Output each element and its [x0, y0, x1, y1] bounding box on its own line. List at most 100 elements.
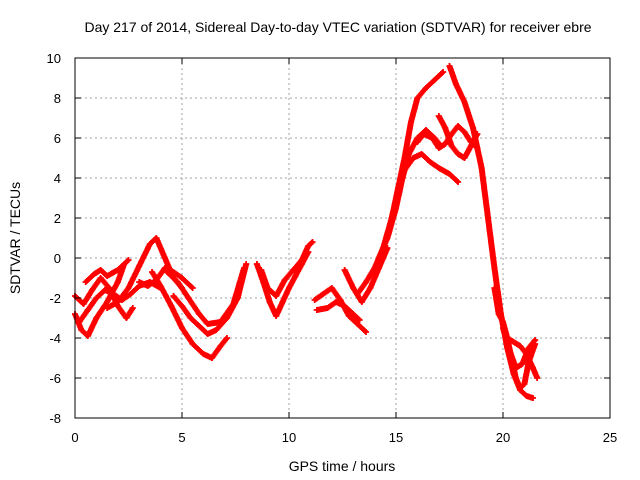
chart-title: Day 217 of 2014, Sidereal Day-to-day VTE…: [84, 19, 591, 35]
data-point: [298, 257, 305, 263]
data-point: [223, 335, 230, 341]
data-point: [266, 299, 273, 305]
data-points: [72, 63, 541, 401]
data-point: [504, 335, 511, 341]
data-point: [422, 85, 429, 91]
data-point: [114, 267, 121, 273]
data-point: [534, 375, 541, 381]
data-point: [174, 279, 181, 285]
data-point: [375, 255, 382, 261]
data-point: [157, 283, 164, 289]
data-point: [97, 275, 104, 281]
data-point: [388, 215, 395, 221]
data-point: [125, 285, 132, 291]
data-point: [286, 285, 292, 291]
data-point: [281, 277, 288, 283]
data-point: [461, 99, 468, 105]
data-point: [523, 393, 530, 399]
data-point: [422, 127, 429, 133]
data-point: [440, 69, 447, 75]
data-point: [517, 343, 524, 349]
series-arc-r: [414, 123, 481, 151]
data-point: [500, 325, 506, 331]
data-point: [78, 327, 85, 333]
data-point: [455, 123, 462, 129]
data-point: [446, 63, 453, 69]
data-point: [196, 311, 203, 317]
data-point: [114, 279, 121, 285]
y-axis-title: SDTVAR / TECUs: [7, 182, 23, 294]
data-point: [341, 267, 348, 273]
x-tick-label: 15: [389, 430, 403, 445]
x-tick-label: 25: [603, 430, 617, 445]
data-point: [168, 303, 175, 309]
data-point: [204, 331, 211, 337]
data-point: [461, 129, 468, 135]
data-point: [104, 305, 111, 311]
data-point: [414, 95, 421, 101]
series-arc-d: [82, 257, 132, 285]
x-tick-label: 10: [282, 430, 296, 445]
y-tick-label: 2: [54, 211, 61, 226]
data-point: [532, 337, 539, 343]
data-point: [363, 329, 370, 335]
axis-ticks: 0 5 10 15 20 25 -8 -6 -4 -2 0 2 4 6 8 10: [47, 51, 618, 445]
data-point: [517, 385, 524, 391]
data-point: [435, 165, 442, 171]
data-point: [80, 301, 87, 307]
series-arc-i: [170, 261, 250, 337]
data-point: [455, 179, 462, 185]
data-point: [200, 351, 207, 357]
data-point: [110, 291, 117, 297]
data-point: [448, 143, 455, 149]
data-point: [420, 131, 427, 137]
data-point: [104, 273, 111, 279]
data-point: [461, 155, 468, 161]
data-point: [354, 291, 361, 297]
series-arc-w: [504, 335, 541, 381]
data-point: [350, 311, 357, 317]
data-point: [427, 159, 434, 165]
data-point: [136, 263, 143, 269]
data-point: [435, 113, 442, 119]
data-point: [101, 287, 108, 293]
data-point: [149, 269, 156, 275]
data-point: [446, 171, 453, 177]
data-point: [82, 279, 89, 285]
data-point: [311, 297, 318, 303]
data-point: [179, 275, 185, 281]
data-point: [91, 271, 98, 277]
data-point: [125, 257, 132, 263]
data-point: [114, 299, 121, 305]
data-point: [345, 313, 352, 319]
series-arc-n: [341, 245, 391, 305]
y-tick-label: 10: [47, 51, 61, 66]
data-point: [367, 285, 374, 291]
data-point: [223, 315, 230, 321]
data-point: [519, 361, 526, 367]
x-tick-label: 20: [496, 430, 510, 445]
series-arc-g: [149, 269, 230, 361]
data-point: [506, 347, 513, 353]
data-point: [290, 267, 297, 273]
data-point: [153, 235, 160, 241]
data-point: [395, 191, 402, 197]
data-point: [442, 141, 449, 147]
data-point: [371, 265, 378, 271]
data-point: [93, 295, 100, 301]
data-point: [187, 315, 194, 321]
data-point: [84, 307, 91, 313]
data-point: [123, 315, 130, 321]
data-point: [309, 239, 316, 245]
data-point: [164, 269, 171, 275]
data-point: [208, 355, 215, 361]
data-point: [93, 315, 100, 321]
data-point: [435, 145, 442, 151]
data-point: [89, 287, 96, 293]
data-point: [429, 135, 436, 141]
data-point: [204, 321, 211, 327]
data-point: [467, 143, 474, 149]
data-point: [442, 125, 449, 131]
data-point: [76, 319, 83, 325]
data-point: [213, 327, 220, 333]
